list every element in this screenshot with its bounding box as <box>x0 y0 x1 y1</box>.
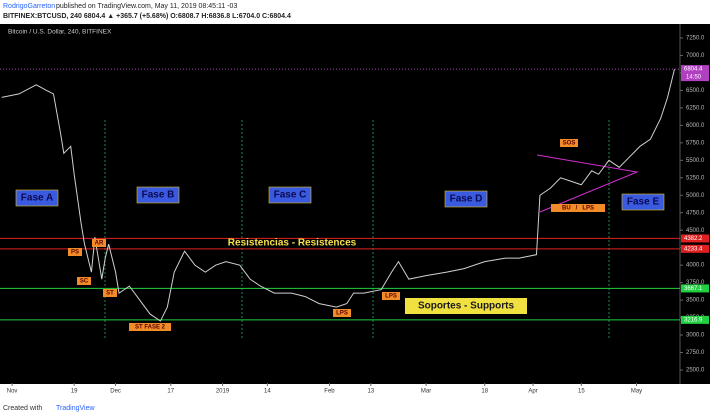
phase-box <box>621 193 665 211</box>
zone-label: Soportes - Supports <box>418 301 515 312</box>
tag-box <box>77 277 91 285</box>
y-tick-label: 6000.0 <box>686 123 705 129</box>
phase-label: Fase C <box>274 190 307 201</box>
phase-label: Fase A <box>21 193 53 204</box>
tag-box <box>333 309 351 317</box>
y-tick-label: 5000.0 <box>686 193 705 199</box>
phase-label: Fase E <box>627 197 660 208</box>
tag-label: ST FASE 2 <box>135 325 166 331</box>
zone-box <box>405 298 527 314</box>
y-tick-label: 4500.0 <box>686 228 705 234</box>
tag-label: PS <box>71 250 79 256</box>
phase-box <box>136 186 180 204</box>
x-tick-label: Mar <box>421 389 431 395</box>
level-label: 4233.4 <box>684 246 703 252</box>
tag-label: LPS <box>336 311 348 317</box>
last-price-time: 14:50 <box>686 75 702 81</box>
y-tick-label: 4000.0 <box>686 263 705 269</box>
tag-label: SC <box>80 279 89 285</box>
y-tick-label: 7250.0 <box>686 36 705 42</box>
level-label: 4382.2 <box>684 236 703 242</box>
tag-label: SOS <box>563 141 576 147</box>
phase-label: Fase D <box>450 194 483 205</box>
footer-brand[interactable]: TradingView <box>56 405 95 412</box>
level-label: 3216.9 <box>684 317 703 323</box>
tag-box <box>129 323 171 331</box>
author[interactable]: RodrigoGarreton <box>3 3 55 10</box>
x-tick-label: 14 <box>264 389 271 395</box>
tag-label: AR <box>95 241 104 247</box>
footer-text: Created with <box>3 405 42 412</box>
tag-label: ST <box>106 291 114 297</box>
x-tick-label: 2019 <box>216 389 230 395</box>
y-tick-label: 5500.0 <box>686 158 705 164</box>
tag-box <box>560 139 578 147</box>
level-tag <box>681 284 709 293</box>
price-line <box>1 69 675 322</box>
y-tick-label: 6250.0 <box>686 105 705 111</box>
y-tick-label: 3750.0 <box>686 280 705 286</box>
x-tick-label: Feb <box>324 389 335 395</box>
level-tag <box>681 244 709 253</box>
phase-label: Fase B <box>142 190 175 201</box>
last-price-tag <box>681 65 709 82</box>
y-tick-label: 5750.0 <box>686 140 705 146</box>
zone-label: Resistencias - Resistences <box>228 238 357 249</box>
y-tick-label: 3000.0 <box>686 333 705 339</box>
x-tick-label: Nov <box>7 389 18 395</box>
tag-label: LPS <box>385 294 397 300</box>
x-tick-label: Apr <box>528 389 537 395</box>
level-tag <box>681 234 709 243</box>
y-tick-label: 4750.0 <box>686 210 705 216</box>
y-tick-label: 2750.0 <box>686 350 705 356</box>
tag-box <box>382 292 400 300</box>
level-label: 3667.1 <box>684 286 703 292</box>
y-tick-label: 6500.0 <box>686 88 705 94</box>
y-tick-label: 5250.0 <box>686 175 705 181</box>
chart-title: Bitcoin / U.S. Dollar, 240, BITFINEX <box>8 29 112 36</box>
tag-box <box>551 204 605 212</box>
tag-box <box>68 248 82 256</box>
quote: BITFINEX:BTCUSD, 240 6804.4 ▲ +365.7 (+5… <box>3 13 291 20</box>
last-price-label: 6804.4 <box>684 67 703 73</box>
y-tick-label: 2500.0 <box>686 368 705 374</box>
x-tick-label: 15 <box>578 389 585 395</box>
phase-box <box>15 189 59 207</box>
y-tick-label: 7000.0 <box>686 53 705 59</box>
level-tag <box>681 315 709 324</box>
tag-box <box>103 289 117 297</box>
x-tick-label: May <box>631 389 642 395</box>
tag-box <box>92 239 106 247</box>
x-tick-label: 17 <box>167 389 174 395</box>
x-tick-label: 13 <box>368 389 375 395</box>
published: published on TradingView.com, May 11, 20… <box>56 3 237 10</box>
x-tick-label: Dec <box>110 389 121 395</box>
phase-box <box>444 190 488 208</box>
triangle <box>536 154 639 213</box>
x-tick-label: 18 <box>481 389 488 395</box>
phase-box <box>268 186 312 204</box>
y-tick-label: 3500.0 <box>686 298 705 304</box>
x-tick-label: 19 <box>71 389 78 395</box>
tag-label: BU / LPS <box>562 206 594 212</box>
